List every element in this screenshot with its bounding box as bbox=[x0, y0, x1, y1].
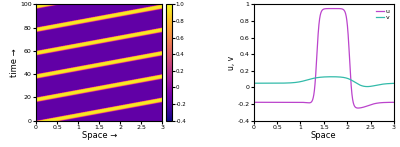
v bbox=[362, 85, 367, 87]
u bbox=[388, 101, 392, 103]
u bbox=[356, 107, 360, 109]
u bbox=[388, 101, 392, 103]
u bbox=[316, 33, 320, 35]
u bbox=[251, 101, 256, 103]
X-axis label: Space: Space bbox=[311, 131, 337, 140]
v bbox=[392, 82, 396, 84]
u bbox=[392, 101, 396, 103]
u bbox=[320, 10, 324, 11]
u bbox=[362, 106, 367, 108]
Line: v: v bbox=[254, 77, 394, 87]
v bbox=[388, 83, 392, 84]
v bbox=[388, 83, 392, 84]
v bbox=[251, 82, 256, 84]
v bbox=[316, 77, 320, 78]
v bbox=[320, 76, 324, 78]
X-axis label: Space →: Space → bbox=[82, 131, 117, 140]
v bbox=[365, 86, 370, 87]
Y-axis label: u, v: u, v bbox=[227, 55, 236, 70]
v bbox=[330, 76, 334, 78]
Line: u: u bbox=[254, 9, 394, 108]
v bbox=[258, 82, 263, 84]
Y-axis label: time →: time → bbox=[10, 48, 19, 77]
u bbox=[258, 101, 263, 103]
Legend: u, v: u, v bbox=[375, 7, 391, 22]
u bbox=[332, 8, 337, 9]
